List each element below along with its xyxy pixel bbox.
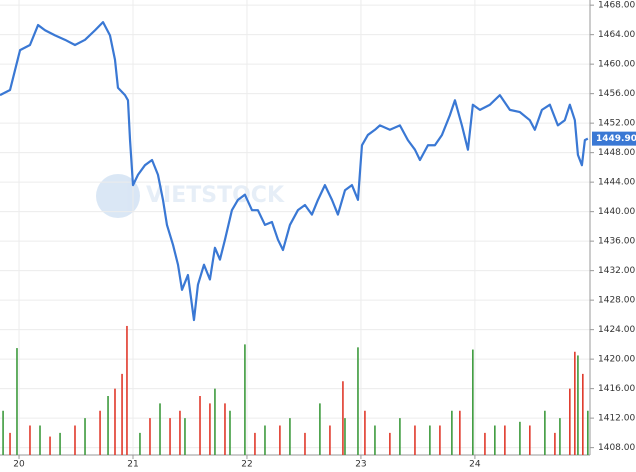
volume-bar — [209, 403, 211, 455]
volume-bar — [429, 425, 431, 455]
x-tick-label: 21 — [127, 460, 138, 470]
volume-bar — [574, 351, 576, 455]
volume-bar — [139, 432, 141, 455]
volume-bar — [519, 421, 521, 455]
volume-bar — [364, 410, 366, 455]
volume-bar — [529, 425, 531, 455]
y-tick-label: 1448.00 — [598, 148, 635, 158]
volume-bar — [414, 425, 416, 455]
volume-bar — [399, 418, 401, 455]
volume-bar — [389, 432, 391, 455]
volume-bar — [179, 410, 181, 455]
y-tick-label: 1432.00 — [598, 266, 635, 276]
y-tick-label: 1420.00 — [598, 355, 635, 365]
volume-bar — [559, 418, 561, 455]
volume-bar — [357, 347, 359, 455]
y-tick-label: 1424.00 — [598, 325, 635, 335]
watermark-icon — [96, 174, 140, 218]
volume-bar — [39, 425, 41, 455]
volume-bar — [84, 418, 86, 455]
x-tick-label: 20 — [13, 460, 25, 470]
volume-bar — [2, 410, 4, 455]
y-tick-label: 1444.00 — [598, 178, 635, 188]
y-tick-label: 1428.00 — [598, 296, 635, 306]
volume-bar — [279, 425, 281, 455]
volume-bar — [199, 396, 201, 455]
last-price-box — [592, 131, 636, 146]
volume-bar — [244, 344, 246, 455]
watermark-logo: VIETSTOCK — [96, 174, 285, 218]
volume-bar — [126, 325, 128, 455]
watermark-text: VIETSTOCK — [146, 183, 285, 208]
volume-bar — [344, 418, 346, 455]
price-line — [0, 21, 589, 322]
volume-bar — [114, 388, 116, 455]
x-tick-label: 22 — [241, 460, 252, 470]
volume-bar — [99, 410, 101, 455]
volume-bar — [224, 403, 226, 455]
volume-bar — [544, 410, 546, 455]
volume-bar — [264, 425, 266, 455]
y-tick-label: 1456.00 — [598, 89, 635, 99]
volume-bar — [29, 425, 31, 455]
y-tick-label: 1408.00 — [598, 443, 635, 453]
volume-bar — [582, 373, 584, 455]
volume-bar — [229, 410, 231, 455]
volume-bar — [254, 432, 256, 455]
volume-bar — [149, 418, 151, 455]
volume-bar — [59, 432, 61, 455]
volume-bar — [304, 432, 306, 455]
volume-bar — [49, 436, 51, 455]
volume-bar — [169, 418, 171, 455]
x-tick-label: 23 — [355, 460, 366, 470]
volume-bar — [374, 425, 376, 455]
volume-bar — [289, 418, 291, 455]
volume-bar — [319, 403, 321, 455]
volume-bar — [587, 410, 589, 455]
volume-bar — [121, 373, 123, 455]
volume-bar — [554, 432, 556, 455]
y-tick-label: 1440.00 — [598, 207, 635, 217]
volume-bar — [504, 425, 506, 455]
x-tick-label: 24 — [469, 460, 481, 470]
y-tick-label: 1464.00 — [598, 30, 635, 40]
y-tick-label: 1436.00 — [598, 237, 635, 247]
y-tick-label: 1460.00 — [598, 60, 635, 70]
volume-bar — [74, 425, 76, 455]
volume-bar — [159, 403, 161, 455]
volume-bar — [184, 418, 186, 455]
volume-bar — [342, 381, 344, 455]
volume-bar — [459, 410, 461, 455]
volume-bar — [569, 388, 571, 455]
volume-bar — [16, 348, 18, 455]
y-tick-label: 1452.00 — [598, 119, 635, 129]
volume-bar — [451, 410, 453, 455]
y-tick-label: 1416.00 — [598, 384, 635, 394]
y-tick-label: 1468.00 — [598, 1, 635, 11]
volume-bar — [9, 432, 11, 455]
last-price-label: 1449.90 — [596, 134, 636, 144]
volume-bar — [107, 396, 109, 455]
volume-bar — [577, 355, 579, 455]
y-tick-label: 1412.00 — [598, 414, 635, 424]
volume-bar — [214, 388, 216, 455]
volume-bar — [439, 425, 441, 455]
volume-bar — [484, 432, 486, 455]
volume-bar — [472, 349, 474, 455]
volume-bar — [494, 425, 496, 455]
volume-bar — [329, 425, 331, 455]
